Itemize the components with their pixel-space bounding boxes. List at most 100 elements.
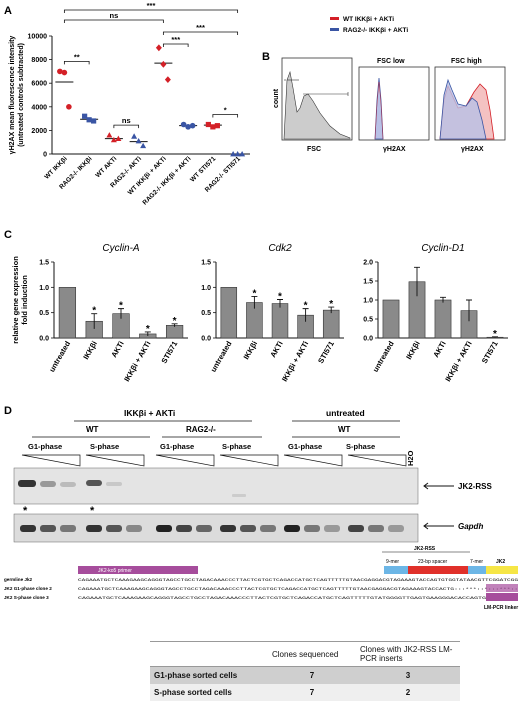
error-bar	[440, 296, 446, 303]
gel-band	[220, 525, 236, 532]
x-tick-label: STI571	[159, 340, 179, 365]
x-tick-label: IKKβi	[404, 340, 422, 361]
table-cell: G1-phase sorted cells	[150, 666, 268, 684]
wt2-label: WT	[338, 425, 351, 434]
x-tick-label: IKKβi + AKTi	[122, 340, 152, 384]
histogram-2-title: FSC low	[377, 58, 405, 65]
error-bar	[277, 299, 283, 308]
wt-label: WT	[86, 425, 99, 434]
y-tick-label: 2000	[31, 128, 47, 135]
bar	[58, 287, 77, 339]
error-bar	[414, 266, 420, 297]
nine-mer-label: 9-mer	[386, 559, 399, 565]
group-treated-label: IKKβi + AKTi	[124, 408, 175, 418]
jk2rss-band-label: JK2-RSS	[458, 482, 492, 491]
data-point	[180, 121, 187, 128]
arrow-icon	[423, 482, 454, 490]
y-tick-label: 4000	[31, 104, 47, 111]
significance-bracket	[113, 124, 140, 129]
chart-title: Cyclin-D1	[421, 243, 464, 254]
gel-band	[240, 525, 256, 532]
error-bar	[302, 308, 309, 322]
data-point	[57, 68, 63, 75]
panel-c-barcharts: Cyclin-A 0.0 0.5 1.0 1.5 relative gene expres…	[11, 243, 508, 383]
data-point	[86, 117, 92, 123]
data-point	[115, 135, 122, 142]
data-point	[230, 151, 237, 157]
y-axis-label: relative gene expressionfold induction	[11, 256, 29, 344]
histogram-fschigh-blue	[439, 78, 487, 140]
x-tick-label: STI571	[480, 340, 500, 365]
error-bar	[91, 313, 98, 329]
chart-title: Cdk2	[268, 243, 292, 254]
y-tick-label: 1.0	[39, 285, 49, 292]
arrow-icon-2	[423, 522, 454, 530]
significance-star: *	[329, 299, 333, 310]
x-tick-label: AKTi	[268, 340, 284, 360]
x-tick-label: untreated	[47, 339, 72, 373]
panel-label-a: A	[4, 5, 12, 17]
data-point	[164, 76, 171, 84]
gel-band	[20, 525, 36, 532]
bar	[220, 287, 238, 339]
y-axis-label: γH2AX mean fluorescence intensity (untrea…	[9, 36, 25, 155]
data-point	[140, 142, 147, 149]
error-bar	[144, 331, 151, 336]
seq-row-1-label: germline Jk2	[4, 577, 33, 582]
chart-title: Cyclin-A	[102, 243, 140, 254]
histogram-fschigh-frame	[434, 66, 506, 141]
error-bar	[328, 306, 335, 314]
clones-table: Clones sequenced Clones with JK2-RSS LM-…	[150, 641, 460, 701]
error-bar	[251, 296, 258, 309]
histogram-3-title: FSC high	[451, 58, 482, 65]
seven-mer-label: 7-mer	[470, 559, 483, 565]
h2o-label: H2O	[406, 450, 415, 466]
y-tick-label: 0.5	[39, 310, 49, 317]
y-tick-label: 0.5	[201, 310, 211, 317]
phase-label-4: S-phase	[222, 442, 251, 451]
significance-star: *	[119, 301, 123, 312]
legend-rag: RAG2-/- IKKβi + AKTi	[343, 27, 408, 34]
bar	[434, 299, 452, 339]
seq-row-2-label: JK2 G1-phase clone 2	[4, 586, 52, 591]
primer-label: JK2-ko5 primer	[98, 568, 132, 574]
y-tick-label: 2.0	[363, 260, 373, 267]
error-bar	[492, 336, 498, 338]
seq-row-3: CAGAAATGCTCAAAGAAGCAGGGTAGCCTGCCTAGACAAA…	[78, 597, 486, 601]
gapdh-band-label: Gapdh	[458, 522, 483, 531]
significance-label: ***	[196, 23, 205, 32]
significance-label: ns	[109, 11, 118, 20]
y-tick-label: 1.0	[363, 298, 373, 305]
y-tick-label: 1.5	[201, 260, 211, 267]
y-tick-label: 0.5	[363, 317, 373, 324]
data-point	[155, 44, 162, 52]
bar	[382, 299, 400, 339]
seq-row-2: CAGAAATGCTCAAAGAAGCAGGGTAGCCTGCCTAGACAAA…	[78, 587, 518, 592]
gel-band	[304, 525, 320, 532]
seq-row-3-label: JK2 S-phase clone 3	[4, 595, 49, 600]
table-header-blank	[150, 641, 268, 667]
table-row: G1-phase sorted cells 7 3	[150, 666, 460, 684]
gel-band	[176, 525, 192, 532]
significance-star: *	[92, 306, 96, 317]
significance-bracket	[212, 114, 239, 118]
sequence-alignment: JK2-RSS 9-mer 23-bp spacer 7-mer JK2 JK2…	[4, 546, 518, 611]
gel-band	[106, 525, 122, 532]
error-bar	[171, 323, 178, 327]
table-header-inserts: Clones with JK2-RSS LM-PCR inserts	[356, 641, 460, 667]
table-cell: 7	[268, 684, 356, 701]
bar	[322, 309, 340, 339]
panel-label-b: B	[262, 51, 270, 63]
seq-row-1: CAGAAATGCTCAAAGAAGCAGGGTAGCCTGCCTAGACAAA…	[78, 579, 518, 583]
table-row: S-phase sorted cells 7 2	[150, 684, 460, 701]
y-tick-label: 1.5	[39, 260, 49, 267]
jk2-star-2: *	[90, 505, 95, 517]
histogram-ylabel: count	[273, 88, 280, 108]
table-header-sequenced: Clones sequenced	[268, 641, 356, 667]
gel-band	[284, 525, 300, 532]
x-tick-label: STI571	[316, 340, 336, 365]
significance-bracket	[162, 43, 189, 47]
panel-label-d: D	[4, 405, 12, 417]
x-tick-label: IKKβi	[81, 340, 99, 361]
gel-band	[348, 525, 364, 532]
